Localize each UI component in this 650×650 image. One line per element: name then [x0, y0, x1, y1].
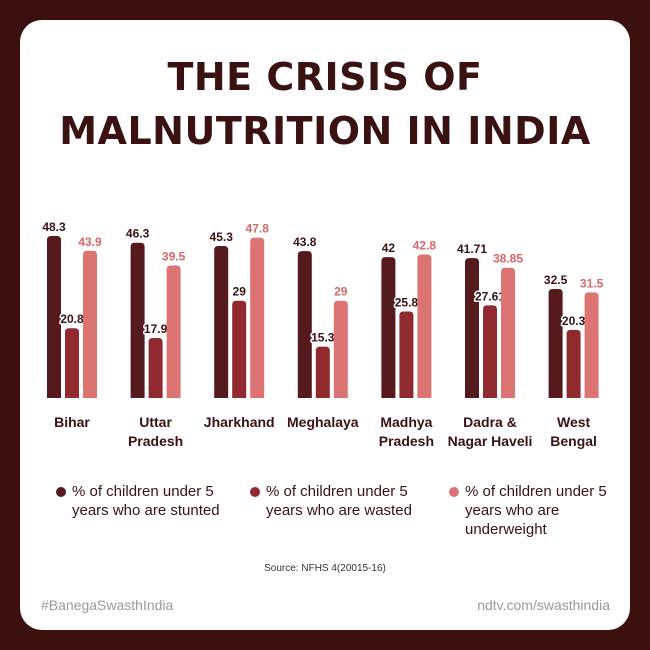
bar-underweight: [166, 265, 181, 398]
data-label-underweight: 39.5: [162, 250, 186, 264]
bar-underweight: [584, 292, 599, 398]
data-label-halo: 29: [233, 285, 247, 299]
data-label-underweight: 42.8: [413, 238, 437, 252]
source-note: Source: NFHS 4(20015-16): [264, 563, 386, 574]
legend-dot-stunted: [56, 487, 66, 497]
category-label: Pradesh: [128, 433, 183, 449]
data-label-halo: 27.61: [475, 289, 505, 303]
bar-stunted: [47, 236, 61, 398]
category-label: Dadra &: [463, 414, 517, 430]
data-label-wasted: 25.8: [395, 295, 419, 309]
bar-stunted: [214, 246, 229, 398]
category-label: Bengal: [550, 433, 597, 449]
infographic-card: THE CRISIS OF MALNUTRITION IN INDIA 48.3…: [20, 20, 630, 630]
data-label-halo: 15.3: [311, 331, 335, 345]
data-label-wasted: 20.3: [562, 314, 586, 328]
data-label-halo: 25.8: [395, 295, 419, 309]
data-label-wasted: 27.61: [475, 289, 505, 303]
bar-underweight: [333, 300, 348, 398]
bar-wasted: [315, 346, 330, 398]
title-line-2: MALNUTRITION IN INDIA: [59, 109, 591, 153]
data-label-wasted: 29: [233, 285, 247, 299]
hashtag-footer: #BanegaSwasthIndia: [41, 597, 174, 613]
bar-wasted: [148, 337, 163, 398]
category-label: Uttar: [139, 414, 172, 430]
bar-underweight: [417, 254, 432, 398]
data-label-stunted: 32.5: [544, 273, 568, 287]
bar-wasted: [65, 328, 79, 398]
legend-dot-underweight: [449, 487, 459, 497]
title-line-1: THE CRISIS OF: [167, 55, 483, 99]
data-label-wasted: 20.8: [60, 312, 84, 326]
category-label: Pradesh: [379, 433, 434, 449]
bar-wasted: [483, 305, 497, 398]
bar-wasted: [232, 300, 247, 398]
bar-stunted: [465, 258, 479, 398]
category-label: Bihar: [54, 414, 90, 430]
bar-stunted: [381, 257, 396, 398]
data-label-wasted: 17.9: [144, 322, 168, 336]
bar-wasted: [399, 311, 414, 398]
data-label-stunted: 48.3: [42, 220, 66, 234]
bar-stunted: [548, 288, 563, 398]
data-label-stunted: 46.3: [126, 227, 150, 241]
bar-underweight: [501, 267, 515, 398]
bar-underweight: [250, 237, 265, 398]
data-label-underweight: 31.5: [580, 276, 604, 290]
category-label: Madhya: [380, 414, 432, 430]
page-title: THE CRISIS OF MALNUTRITION IN INDIA: [20, 50, 630, 158]
data-label-underweight: 38.85: [493, 252, 523, 266]
legend-dot-wasted: [250, 487, 260, 497]
bar-stunted: [130, 242, 145, 398]
legend-label-stunted: % of children under 5 years who are stun…: [72, 483, 220, 519]
data-label-stunted: 41.71: [457, 242, 487, 256]
data-label-wasted: 15.3: [311, 331, 335, 345]
data-label-underweight: 47.8: [246, 222, 270, 236]
data-label-stunted: 45.3: [210, 230, 234, 244]
category-label: Jharkhand: [204, 414, 275, 430]
legend-label-underweight: % of children under 5 years who are unde…: [465, 483, 607, 538]
data-label-underweight: 43.9: [78, 235, 102, 249]
data-label-halo: 17.9: [144, 322, 168, 336]
data-label-stunted: 43.8: [293, 235, 317, 249]
data-label-halo: 20.8: [60, 312, 84, 326]
category-label: West: [557, 414, 591, 430]
data-label-halo: 20.3: [562, 314, 586, 328]
category-label: Nagar Haveli: [448, 433, 533, 449]
category-label: Meghalaya: [287, 414, 359, 430]
data-label-stunted: 42: [382, 241, 396, 255]
bar-stunted: [297, 251, 312, 398]
website-footer: ndtv.com/swasthindia: [477, 597, 610, 613]
bar-chart: 48.320.820.843.9Bihar46.317.917.939.5Utt…: [42, 220, 604, 449]
legend-label-wasted: % of children under 5 years who are wast…: [266, 483, 412, 519]
data-label-underweight: 29: [334, 285, 348, 299]
bar-underweight: [83, 250, 97, 398]
bar-wasted: [566, 329, 581, 398]
